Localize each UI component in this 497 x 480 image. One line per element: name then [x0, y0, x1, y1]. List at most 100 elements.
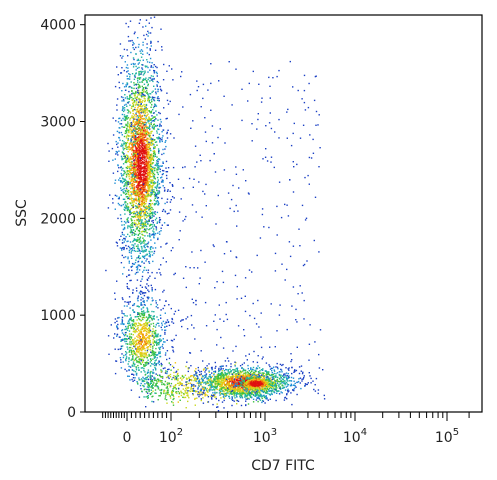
- event-dot: [144, 121, 146, 124]
- event-dot: [132, 119, 135, 121]
- event-dot: [142, 148, 144, 150]
- event-dot: [127, 117, 130, 119]
- event-dot: [165, 387, 168, 389]
- event-dot: [142, 359, 145, 362]
- event-dot: [135, 176, 137, 178]
- event-dot: [148, 138, 150, 140]
- event-dot: [135, 163, 138, 166]
- event-dot: [149, 393, 152, 396]
- event-dot: [157, 136, 160, 139]
- event-dot: [154, 368, 157, 370]
- event-dot: [148, 218, 150, 221]
- event-dot: [129, 94, 131, 97]
- event-dot: [139, 347, 142, 349]
- event-dot: [138, 128, 140, 130]
- event-dot: [151, 375, 153, 377]
- event-dot: [126, 189, 128, 191]
- event-dot: [138, 196, 140, 199]
- event-dot: [130, 326, 132, 328]
- event-dot: [146, 127, 148, 129]
- event-dot: [155, 347, 157, 350]
- event-dot: [165, 140, 167, 142]
- event-dot: [136, 206, 139, 209]
- event-dot: [140, 157, 143, 160]
- event-dot: [162, 179, 164, 182]
- event-dot: [138, 137, 141, 140]
- event-dot: [153, 199, 156, 201]
- event-dot: [112, 172, 115, 174]
- event-dot: [145, 260, 147, 262]
- event-dot: [152, 179, 154, 182]
- event-dot: [139, 215, 141, 218]
- event-dot: [156, 137, 158, 139]
- event-dot: [137, 46, 140, 48]
- event-dot: [130, 138, 132, 140]
- event-dot: [128, 260, 130, 262]
- event-dot: [151, 319, 153, 321]
- event-dot: [159, 355, 161, 358]
- event-dot: [120, 119, 123, 122]
- event-dot: [130, 141, 132, 143]
- event-dot: [160, 393, 162, 395]
- event-dot: [161, 375, 164, 378]
- event-dot: [130, 132, 132, 135]
- event-dot: [149, 383, 151, 385]
- event-dot: [176, 392, 178, 395]
- event-dot: [135, 373, 138, 375]
- event-dot: [136, 298, 139, 300]
- event-dot: [133, 160, 135, 162]
- event-dot: [126, 134, 129, 136]
- event-dot: [152, 260, 154, 263]
- event-dot: [136, 159, 139, 161]
- event-dot: [143, 186, 145, 189]
- event-dot: [146, 228, 148, 230]
- event-dot: [135, 112, 137, 114]
- event-dot: [141, 379, 144, 381]
- event-dot: [138, 202, 140, 205]
- event-dot: [150, 386, 152, 388]
- event-dot: [164, 333, 166, 335]
- event-dot: [123, 141, 125, 143]
- event-dot: [124, 189, 126, 192]
- event-dot: [219, 391, 221, 394]
- event-dot: [132, 168, 135, 170]
- event-dot: [150, 323, 152, 325]
- event-dot: [131, 174, 133, 176]
- event-dot: [140, 378, 143, 380]
- event-dot: [145, 287, 148, 289]
- event-dot: [143, 147, 145, 149]
- event-dot: [149, 184, 151, 187]
- event-dot: [125, 325, 127, 328]
- event-dot: [148, 235, 151, 237]
- event-dot: [114, 321, 116, 324]
- event-dot: [132, 342, 134, 344]
- event-dot: [150, 162, 152, 164]
- event-dot: [134, 205, 137, 207]
- event-dot: [122, 147, 124, 149]
- event-dot: [156, 222, 158, 224]
- event-dot: [137, 218, 139, 221]
- event-dot: [159, 335, 161, 337]
- event-dot: [105, 269, 107, 272]
- event-dot: [137, 138, 139, 140]
- event-dot: [136, 227, 138, 229]
- event-dot: [152, 109, 154, 111]
- event-dot: [125, 173, 128, 175]
- event-dot: [147, 189, 149, 192]
- event-dot: [147, 340, 150, 343]
- event-dot: [144, 322, 146, 325]
- event-dot: [184, 389, 186, 392]
- event-dot: [135, 147, 137, 149]
- event-dot: [193, 385, 195, 387]
- event-dot: [202, 369, 205, 371]
- event-dot: [137, 156, 139, 158]
- event-dot: [144, 195, 146, 197]
- event-dot: [166, 382, 168, 385]
- event-dot: [140, 250, 142, 252]
- event-dot: [154, 164, 156, 167]
- event-dot: [139, 162, 142, 164]
- event-dot: [126, 209, 129, 212]
- event-dot: [143, 329, 145, 331]
- event-dot: [142, 95, 144, 98]
- event-dot: [145, 223, 147, 225]
